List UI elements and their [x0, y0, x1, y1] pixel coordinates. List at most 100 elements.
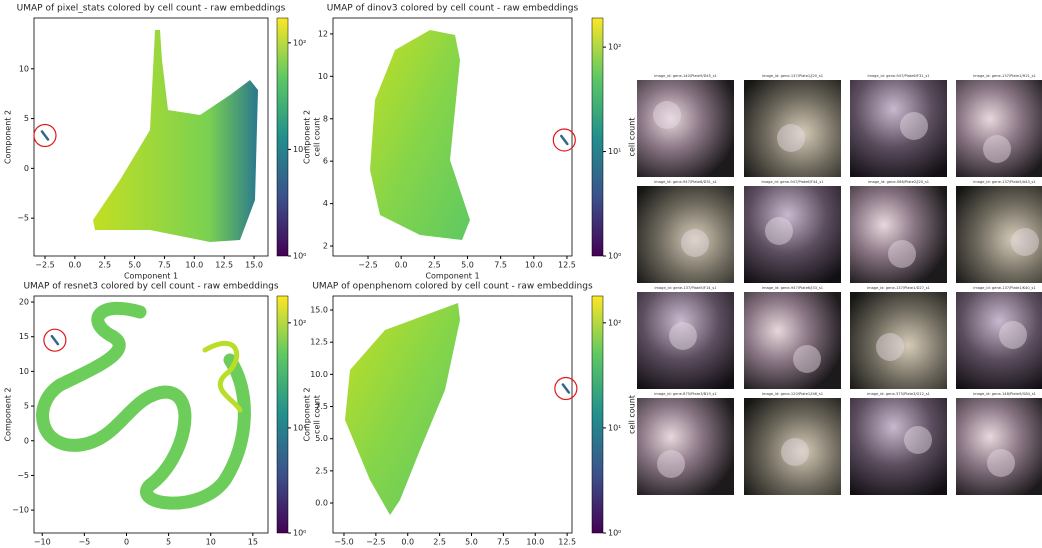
x-tick-label: 2.5 — [428, 261, 441, 270]
x-tick-label: 10.0 — [185, 261, 203, 270]
y-tick-label: 2 — [323, 242, 328, 251]
image-title: image_id: gene-066/Plate2/J20_s1 — [868, 180, 929, 184]
outlier-cluster — [40, 130, 50, 141]
y-axis-label: Component 2 — [303, 387, 312, 441]
image-grid: image_id: gene-140/Plate9/D45_s1 image_id… — [637, 74, 1042, 495]
embedding-cloud — [93, 30, 258, 242]
x-tick-label: 7.5 — [494, 261, 507, 270]
image-title: image_id: gene-140/Plate9/D45_s1 — [654, 74, 717, 78]
cell-image — [850, 186, 947, 283]
x-tick-label: −10 — [34, 538, 51, 547]
y-tick-label: 15 — [19, 332, 29, 341]
image-title: image_id: gene-375/Plate3/G12_s1 — [867, 392, 930, 396]
embedding-cloud — [202, 340, 243, 413]
outlier-cluster — [561, 383, 571, 394]
chart-title: UMAP of openphenom colored by cell count… — [312, 282, 593, 292]
y-tick-label: 7.5 — [315, 402, 328, 411]
outlier-cluster — [560, 134, 569, 146]
cell-blob — [653, 101, 681, 129]
y-tick-label: 15.0 — [310, 306, 328, 315]
x-tick-label: 5.0 — [461, 261, 474, 270]
x-tick-label: 12.5 — [215, 261, 233, 270]
y-tick-label: −5 — [17, 214, 29, 223]
x-tick-label: −2.5 — [358, 261, 377, 270]
x-tick-label: 5 — [166, 538, 171, 547]
y-tick-label: 10 — [19, 64, 29, 73]
x-tick-label: −5 — [78, 538, 90, 547]
image-title: image_id: gene-875/Plate3/B19_s1 — [654, 392, 716, 396]
colorbar-tick-label: 10⁰ — [608, 252, 621, 261]
colorbar-tick-label: 10² — [293, 318, 306, 327]
y-tick-label: −5 — [17, 471, 29, 480]
cell-blob — [657, 450, 685, 478]
y-tick-label: 0 — [24, 164, 29, 173]
cell-image — [850, 398, 947, 495]
y-tick-label: 12.5 — [310, 338, 328, 347]
y-axis-label: Component 2 — [303, 110, 312, 164]
axes-frame — [33, 295, 269, 534]
y-tick-label: 0 — [24, 436, 29, 445]
x-tick-label: −2.5 — [35, 261, 54, 270]
y-axis-label: Component 2 — [4, 110, 13, 164]
cell-image — [744, 80, 841, 177]
cell-blob — [669, 322, 697, 350]
x-tick-label: −5.0 — [334, 538, 353, 547]
cell-blob — [900, 112, 928, 140]
cell-blob — [781, 438, 809, 466]
colorbar-label: cell count — [628, 118, 637, 157]
y-tick-label: −10 — [12, 506, 29, 515]
x-tick-label: 10.0 — [526, 538, 544, 547]
cell-blob — [904, 426, 932, 454]
outlier-cluster — [50, 334, 60, 346]
x-axis-label: Component 1 — [425, 272, 479, 281]
image-title: image_id: gene-120/Plate1/I46_s1 — [762, 392, 823, 396]
cell-image — [744, 292, 841, 389]
cell-blob — [983, 135, 1011, 163]
y-tick-label: 5 — [24, 402, 29, 411]
cell-image — [744, 398, 841, 495]
cell-image — [850, 292, 947, 389]
y-axis-label: Component 2 — [4, 387, 13, 441]
x-tick-label: 10 — [206, 538, 216, 547]
embedding-cloud — [345, 303, 460, 515]
image-title: image_id: gene-947/Plate6/D31_s1 — [654, 180, 717, 184]
y-tick-label: 0.0 — [315, 499, 328, 508]
cell-image — [637, 186, 734, 283]
chart-title: UMAP of dinov3 colored by cell count - r… — [327, 4, 579, 14]
cell-blob — [888, 240, 916, 268]
colorbar-label: cell count — [313, 395, 322, 434]
x-tick-label: 15 — [248, 538, 258, 547]
cell-blob — [876, 333, 904, 361]
x-axis-label: Component 1 — [124, 272, 178, 281]
x-tick-label: 12.5 — [558, 538, 576, 547]
colorbar-tick-label: 10¹ — [608, 147, 621, 156]
colorbar-tick-label: 10² — [608, 318, 621, 327]
y-tick-label: 5.0 — [315, 434, 328, 443]
x-tick-label: 2.5 — [433, 538, 446, 547]
y-tick-label: 6 — [323, 157, 328, 166]
x-tick-label: 7.5 — [497, 538, 510, 547]
cell-blob — [999, 321, 1027, 349]
cell-blob — [793, 345, 821, 373]
colorbar-tick-label: 10⁰ — [608, 529, 621, 538]
x-tick-label: 0.0 — [401, 538, 414, 547]
cell-image — [956, 186, 1042, 283]
cell-blob — [765, 217, 793, 245]
cell-image — [744, 186, 841, 283]
y-tick-label: 4 — [323, 199, 328, 208]
colorbar-tick-label: 10⁰ — [293, 529, 306, 538]
colorbar — [276, 17, 289, 257]
cell-image — [850, 80, 947, 177]
image-title: image_id: gene-947/Plate6/J33_s1 — [762, 286, 823, 290]
highlight-circle — [33, 123, 57, 148]
axes-frame — [332, 295, 573, 534]
image-title: image_id: gene-137/Plate5/A43_s1 — [973, 180, 1035, 184]
colorbar-label: cell count — [628, 395, 637, 434]
cell-blob — [1011, 228, 1039, 256]
cell-image — [956, 80, 1042, 177]
y-tick-label: 5 — [24, 114, 29, 123]
colorbar-tick-label: 10² — [293, 38, 306, 47]
x-tick-label: 12.5 — [558, 261, 576, 270]
colorbar-tick-label: 10¹ — [293, 423, 306, 432]
